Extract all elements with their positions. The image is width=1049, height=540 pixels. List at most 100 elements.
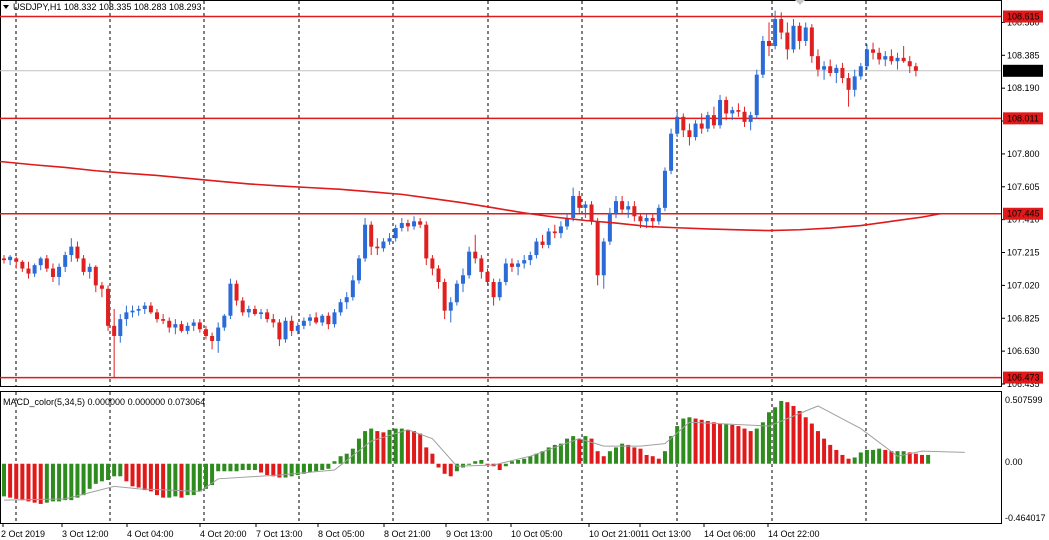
macd-axis: 0.507599 0.00 -0.464017: [1005, 395, 1046, 523]
macd-bar: [846, 458, 851, 464]
candle-body: [522, 260, 527, 264]
macd-bar: [289, 463, 294, 477]
macd-bar: [283, 463, 288, 478]
candle-body: [503, 263, 508, 283]
macd-bar: [748, 431, 753, 464]
candle-body: [399, 223, 404, 229]
macd-bar: [203, 463, 208, 489]
candle-body: [779, 19, 784, 33]
candle-body: [595, 221, 600, 276]
candle-body: [711, 115, 716, 126]
level-price-label: [1003, 112, 1043, 125]
candle-body: [185, 325, 190, 331]
candle-body: [822, 66, 827, 70]
candle-body: [436, 268, 441, 283]
macd-bar: [840, 454, 845, 464]
macd-bar: [210, 463, 215, 486]
macd-bar: [93, 463, 98, 484]
indicator-label: MACD_color(5,34,5) 0.000000 0.000000 0.0…: [3, 397, 205, 407]
macd-bar: [136, 463, 141, 488]
candle-body: [797, 25, 802, 41]
time-tick-label: 4 Oct 20:00: [200, 529, 247, 539]
candle-body: [99, 285, 104, 289]
indicator-frame: [0, 391, 1002, 524]
macd-bar: [834, 449, 839, 464]
macd-bar: [607, 451, 612, 464]
macd-bar: [87, 463, 92, 489]
macd-bar: [638, 448, 643, 464]
candle-body: [289, 320, 294, 331]
candle-body: [130, 310, 135, 313]
macd-bar: [730, 424, 735, 464]
candle-body: [528, 255, 533, 261]
price-tick-label: 107.800: [1007, 149, 1040, 159]
candle-body: [846, 78, 851, 90]
price-label-text: 106.473: [1007, 373, 1040, 383]
scroll-shift-icon[interactable]: [795, 0, 805, 5]
macd-bar: [528, 456, 533, 464]
candle-body: [57, 266, 62, 277]
macd-bar: [424, 447, 429, 464]
dropdown-triangle-icon[interactable]: [3, 5, 9, 9]
macd-bar: [130, 463, 135, 487]
ma-line: [0, 160, 941, 232]
candle-body: [748, 115, 753, 122]
macd-bar: [711, 422, 716, 464]
macd-bar: [895, 451, 900, 464]
candle-body: [375, 246, 380, 249]
time-tick-label: 8 Oct 05:00: [318, 529, 365, 539]
candle-body: [356, 258, 361, 281]
candle-body: [773, 19, 778, 47]
candle-body: [718, 99, 723, 126]
time-tick-label: 10 Oct 05:00: [511, 529, 563, 539]
candle-body: [301, 320, 306, 326]
price-tick-label: 107.605: [1007, 182, 1040, 192]
price-tick-label: 106.435: [1007, 379, 1040, 389]
macd-bar: [412, 431, 417, 464]
macd-bar: [57, 463, 62, 502]
price-tick-label: 107.215: [1007, 248, 1040, 258]
macd-bar: [467, 463, 472, 465]
macd-bar: [369, 428, 374, 464]
candle-body: [381, 241, 386, 249]
candle-body: [656, 207, 661, 222]
macd-bar: [767, 412, 771, 464]
candle-body: [228, 283, 233, 316]
time-axis: 2 Oct 2019 3 Oct 12:00 4 Oct 04:00 4 Oct 20…: [1, 523, 820, 539]
macd-signal-line: [3, 405, 965, 501]
macd-bar: [620, 443, 625, 464]
macd-bar: [644, 454, 649, 464]
candle-body: [760, 40, 765, 75]
candle-body: [412, 221, 417, 227]
time-tick-label: 14 Oct 06:00: [704, 529, 756, 539]
macd-bar: [418, 433, 423, 464]
macd-bar: [228, 463, 233, 472]
macd-bar: [815, 431, 820, 464]
macd-bar: [393, 428, 398, 464]
macd-bar: [295, 463, 300, 476]
macd-bar: [32, 463, 37, 503]
macd-bar: [552, 444, 557, 464]
candle-body: [50, 268, 55, 277]
price-label-text: 108.011: [1007, 113, 1039, 123]
price-label-text: 108.293: [1007, 66, 1040, 76]
macd-bar: [797, 410, 802, 464]
candle-body: [259, 312, 264, 315]
candle-body: [895, 57, 900, 62]
candle-body: [565, 217, 570, 227]
macd-bar: [326, 463, 331, 469]
macd-bar: [583, 436, 588, 464]
macd-bar: [473, 461, 478, 464]
macd-histogram: [2, 400, 965, 504]
macd-bar: [656, 458, 661, 464]
macd-bar: [63, 463, 68, 501]
candle-body: [552, 231, 557, 234]
candle-body: [601, 241, 606, 276]
candle-body: [405, 223, 410, 227]
macd-bar: [148, 463, 153, 492]
macd-bar: [724, 423, 729, 464]
candle-body: [828, 66, 833, 73]
candle-body: [754, 74, 759, 116]
candle-body: [705, 115, 710, 129]
